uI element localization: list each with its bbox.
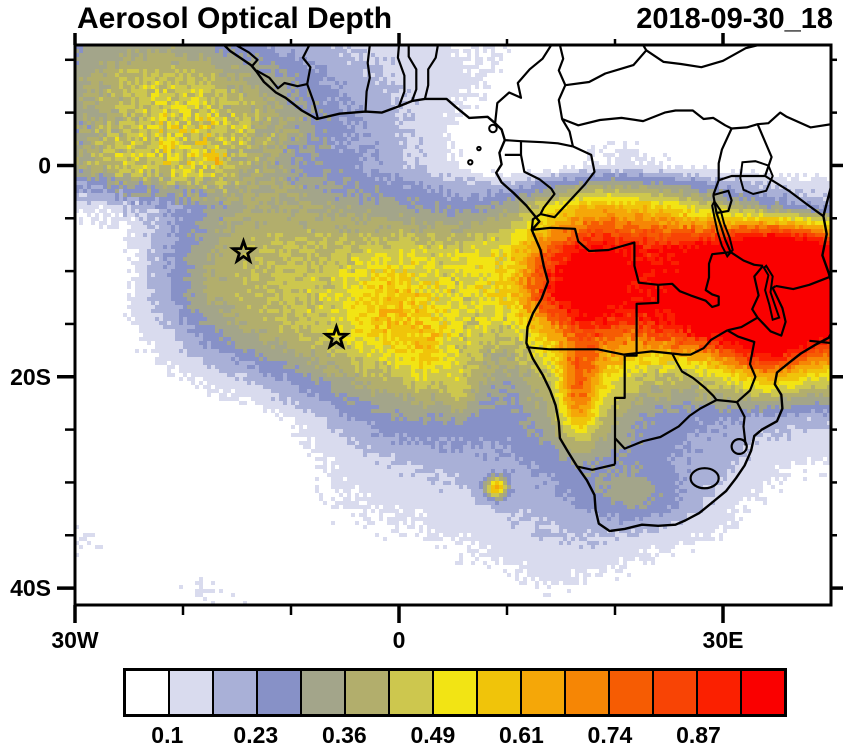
country-border-path [565, 45, 648, 87]
y-axis-tick-label: 20S [10, 364, 51, 390]
colorbar-tick-label: 0.1 [151, 722, 184, 748]
axis-tick-labels: 30W 0 30E 0 20S 40S [10, 152, 743, 653]
colorbar-cell-14 [742, 671, 784, 714]
colorbar-cell-7 [434, 671, 476, 714]
colorbar-cell-6 [390, 671, 432, 714]
island-outline [476, 145, 482, 152]
island-outline [467, 159, 474, 166]
country-border-path [751, 265, 787, 337]
geo-lines [223, 45, 831, 533]
x-axis-tick-label: 30E [703, 627, 744, 653]
colorbar-cell-1 [170, 671, 212, 714]
country-border-path [718, 174, 825, 218]
site-markers [228, 236, 351, 351]
country-border-path [557, 45, 574, 147]
country-border-path [756, 123, 773, 177]
colorbar-cell-13 [698, 671, 740, 714]
colorbar [123, 668, 787, 717]
country-border-path [530, 145, 596, 231]
colorbar-cell-9 [522, 671, 564, 714]
lake-outline [711, 199, 734, 259]
country-border-path [729, 251, 764, 267]
axis-ticks [57, 33, 843, 623]
colorbar-tick-label: 0.23 [233, 722, 279, 748]
colorbar-cell-4 [302, 671, 344, 714]
colorbar-cell-8 [478, 671, 520, 714]
country-border-path [712, 128, 733, 196]
country-border-path [731, 111, 831, 130]
star-marker [321, 322, 351, 351]
lake-outline [762, 264, 781, 321]
country-border-path [671, 352, 718, 401]
colorbar-tick-label: 0.49 [410, 722, 456, 748]
y-axis-tick-label: 0 [38, 152, 51, 178]
country-border-path [504, 141, 523, 156]
country-border-path [726, 329, 757, 403]
x-axis-tick-label: 30W [51, 627, 99, 653]
colorbar-cell-3 [258, 671, 300, 714]
country-border-path [614, 399, 718, 450]
colorbar-tick-label: 0.61 [499, 722, 544, 748]
country-border-path [716, 398, 738, 404]
x-axis-tick-label: 0 [393, 627, 406, 653]
country-border-path [526, 346, 673, 356]
colorbar-tick-label: 0.74 [587, 722, 633, 748]
colorbar-cell-12 [654, 671, 696, 714]
colorbar-cell-5 [346, 671, 388, 714]
colorbar-cell-10 [566, 671, 608, 714]
country-border-path [519, 154, 556, 215]
timestamp-label: 2018-09-30_18 [636, 3, 833, 35]
enclave-border-ring [730, 438, 748, 456]
page-title: Aerosol Optical Depth [77, 2, 393, 35]
colorbar-cell-11 [610, 671, 652, 714]
country-border-path [235, 45, 259, 73]
island-outline [488, 123, 498, 134]
country-border-path [625, 284, 660, 357]
country-border-path [672, 329, 728, 356]
country-border-path [809, 339, 831, 345]
country-border-path [255, 69, 320, 120]
country-border-path [561, 109, 733, 130]
coastline-path [821, 186, 831, 283]
country-border-path [301, 45, 312, 85]
country-border-path [712, 189, 733, 215]
country-border-path [364, 45, 371, 112]
country-border-path [423, 45, 439, 100]
country-border-path [504, 139, 574, 148]
colorbar-tick-label: 0.87 [676, 722, 721, 748]
aod-field-canvas [75, 45, 831, 605]
country-border-path [531, 226, 659, 286]
star-marker [228, 236, 258, 265]
map-frame [73, 43, 833, 607]
country-border-path [645, 45, 759, 69]
country-border-path [396, 45, 406, 107]
colorbar-tick-label: 0.36 [321, 722, 367, 748]
country-border-path [407, 45, 418, 102]
enclave-border-ring [689, 467, 720, 490]
country-border-path [658, 212, 732, 309]
colorbar-cell-0 [126, 671, 168, 714]
country-border-path [576, 463, 616, 471]
country-border-path [775, 275, 831, 291]
country-border-path [613, 355, 626, 465]
country-border-path [736, 401, 747, 446]
y-axis-tick-label: 40S [10, 575, 51, 601]
lake-outline [739, 160, 774, 196]
coastline-path [223, 45, 831, 533]
country-border-path [494, 45, 553, 124]
colorbar-cell-2 [214, 671, 256, 714]
country-border-path [727, 316, 759, 332]
